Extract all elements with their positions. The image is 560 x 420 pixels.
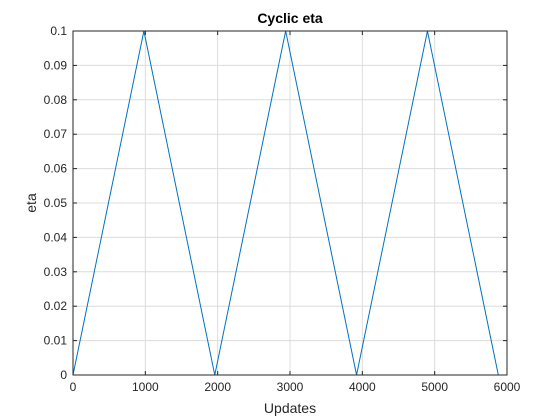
y-gridlines xyxy=(73,64,507,342)
x-axis-label: Updates xyxy=(264,400,316,416)
y-tick-label: 0 xyxy=(60,368,67,382)
x-tick-label: 1000 xyxy=(132,380,159,394)
y-ticks: 0 0.01 0.02 0.03 0.04 0.05 0.06 0.07 0.08 0.09 0.1 xyxy=(44,24,507,382)
x-tick-label: 2000 xyxy=(204,380,231,394)
y-tick-label: 0.1 xyxy=(50,24,67,38)
y-tick-label: 0.08 xyxy=(44,93,68,107)
y-tick-label: 0.09 xyxy=(44,58,68,72)
y-axis-label: eta xyxy=(23,193,39,213)
x-tick-label: 3000 xyxy=(277,380,304,394)
chart-title: Cyclic eta xyxy=(257,10,323,26)
y-tick-label: 0.03 xyxy=(44,265,68,279)
y-tick-label: 0.07 xyxy=(44,127,68,141)
x-tick-label: 0 xyxy=(70,380,77,394)
y-tick-label: 0.01 xyxy=(44,334,68,348)
x-tick-label: 5000 xyxy=(421,380,448,394)
x-ticks: 0 1000 2000 3000 4000 5000 6000 xyxy=(70,31,521,394)
y-tick-label: 0.04 xyxy=(44,230,68,244)
y-tick-label: 0.06 xyxy=(44,162,68,176)
x-tick-label: 4000 xyxy=(349,380,376,394)
y-tick-label: 0.05 xyxy=(44,196,68,210)
x-tick-label: 6000 xyxy=(494,380,521,394)
y-tick-label: 0.02 xyxy=(44,299,68,313)
